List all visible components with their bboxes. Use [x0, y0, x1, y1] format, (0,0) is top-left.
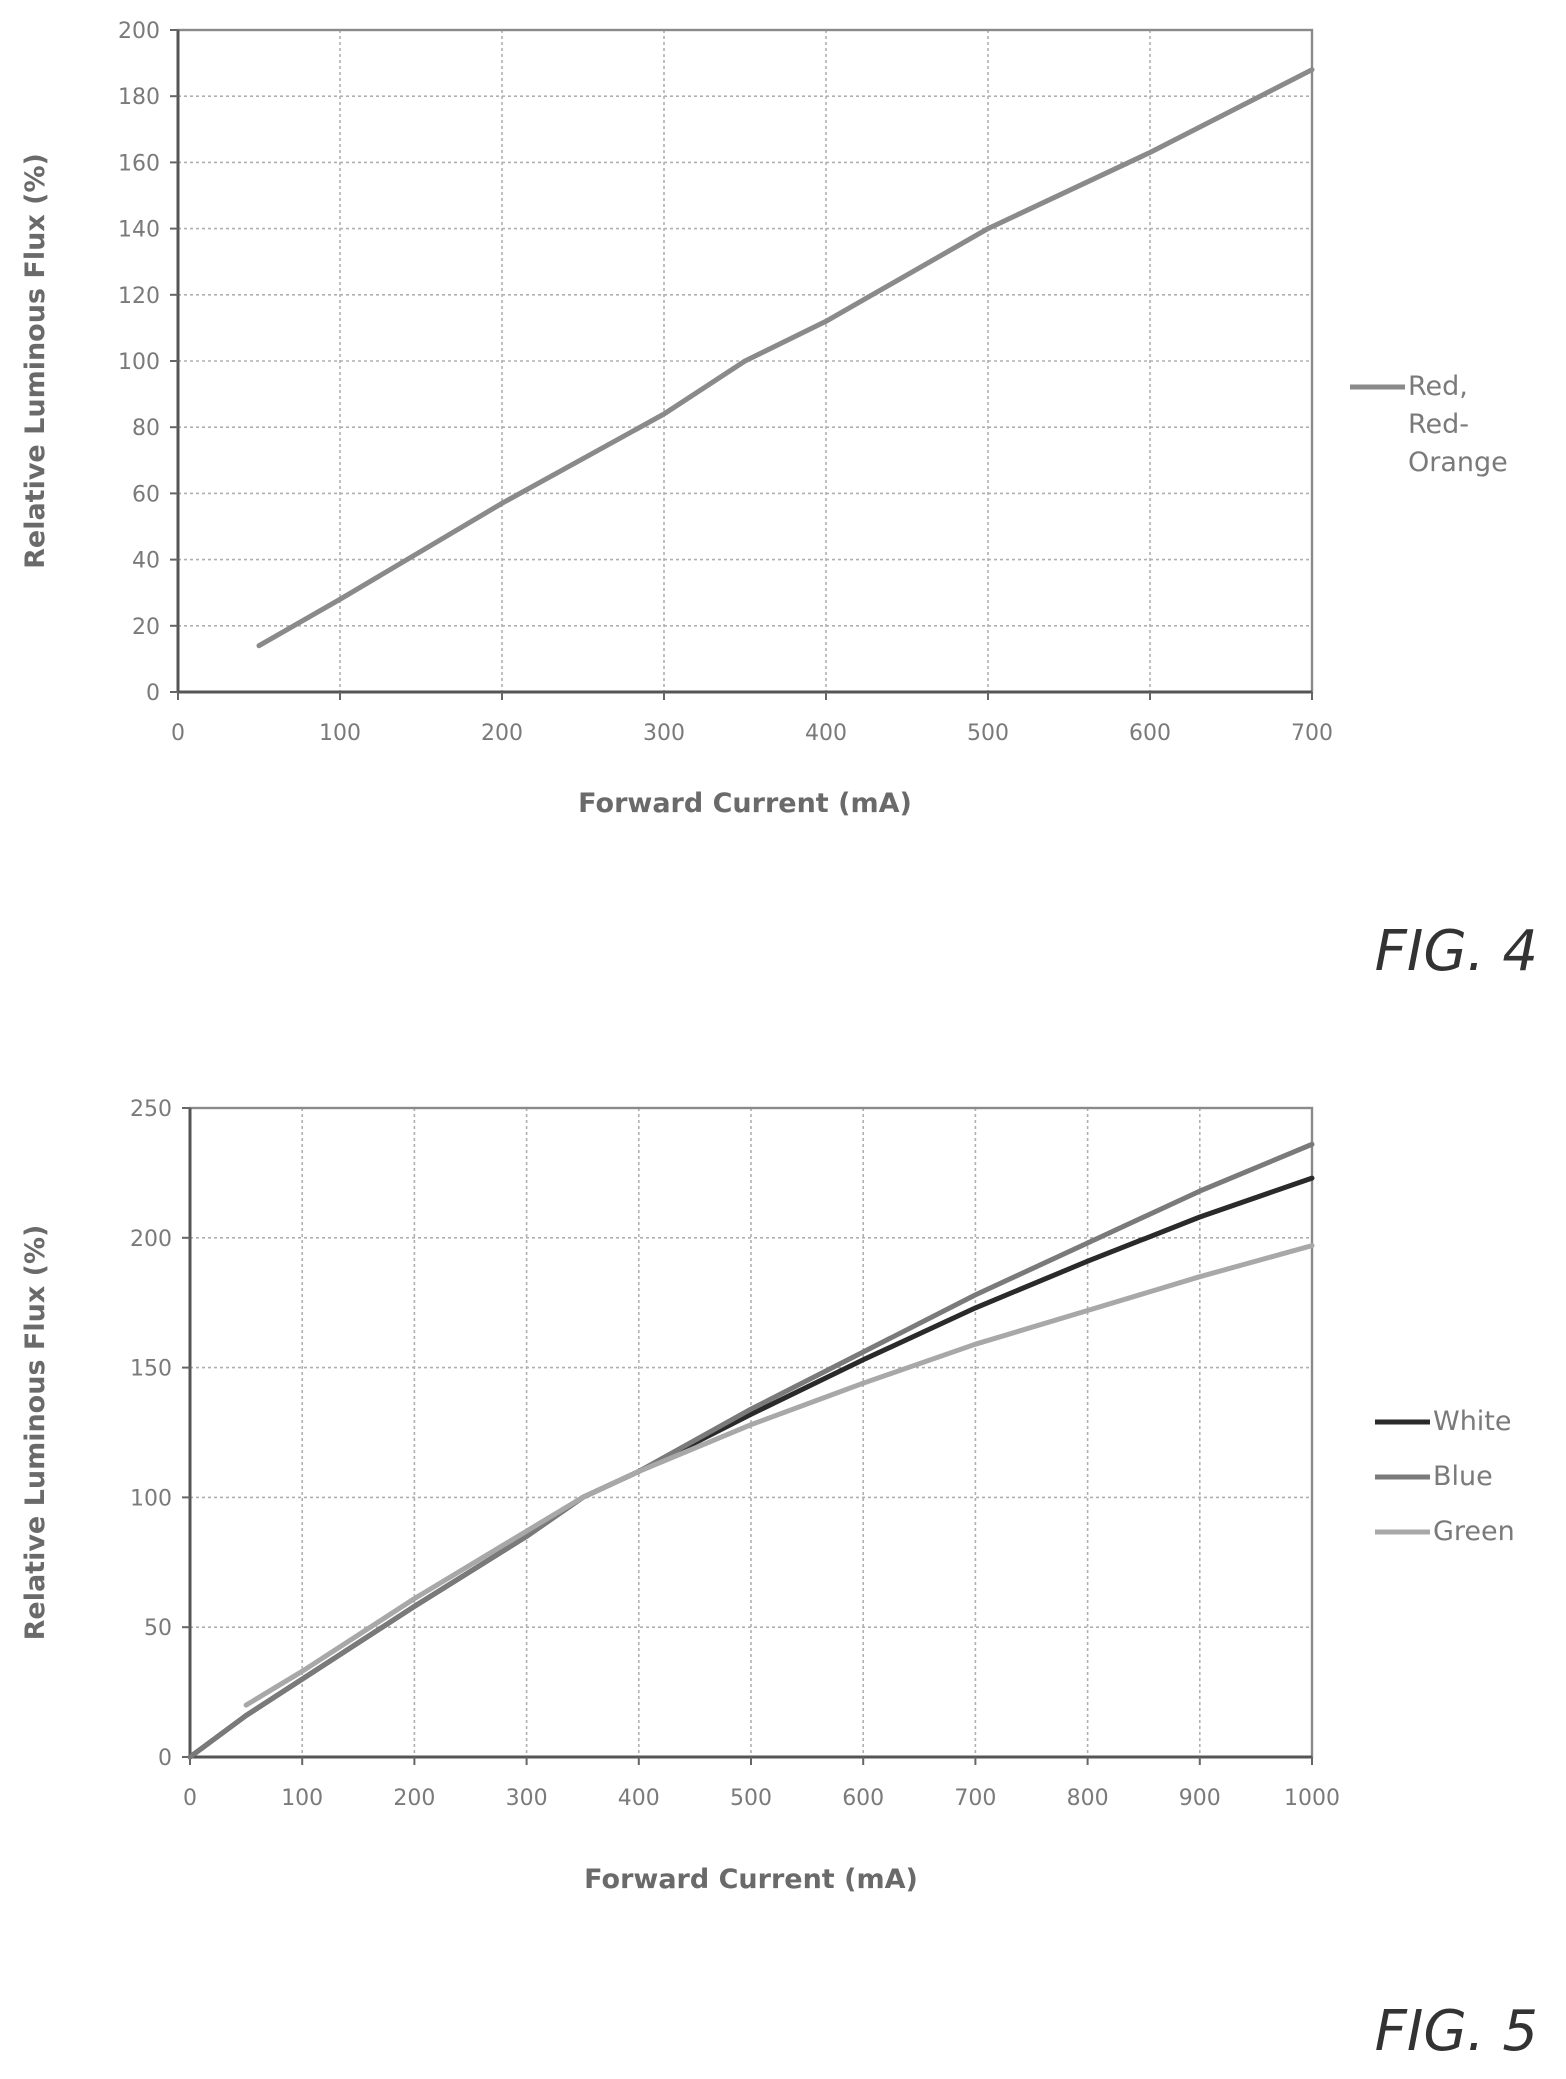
y-tick-label-4: 80 — [132, 416, 160, 441]
x-tick-label-3: 300 — [643, 721, 685, 746]
legend-label-1: White — [1433, 1406, 1512, 1437]
y-axis-title: Relative Luminous Flux (%) — [20, 153, 51, 569]
y-tick-label-8: 160 — [118, 151, 160, 176]
x-tick-label-10: 1000 — [1284, 1786, 1340, 1811]
x-tick-label-2: 200 — [481, 721, 523, 746]
chart-1: 0 100 200 300 400 500 600 700 0 20 40 60 80 100 120 140… — [20, 19, 1538, 984]
x-tick-label-5: 500 — [967, 721, 1009, 746]
y-tick-label-0: 0 — [146, 681, 160, 706]
x-tick-label-7: 700 — [1291, 721, 1333, 746]
x-tick-label-6: 600 — [842, 1786, 884, 1811]
legend-label-2: Blue — [1433, 1461, 1493, 1492]
y-tick-label-5: 100 — [118, 350, 160, 375]
x-tick-label-0: 0 — [171, 721, 185, 746]
y-tick-label-7: 140 — [118, 218, 160, 243]
x-tick-label-9: 900 — [1179, 1786, 1221, 1811]
y-tick-label-2: 40 — [132, 549, 160, 574]
y-tick-label-0: 0 — [158, 1746, 172, 1771]
y-tick-label-3: 150 — [130, 1357, 172, 1382]
x-axis-title: Forward Current (mA) — [578, 788, 912, 819]
x-tick-label-0: 0 — [183, 1786, 197, 1811]
x-axis-title: Forward Current (mA) — [584, 1864, 918, 1895]
x-tick-label-1: 100 — [281, 1786, 323, 1811]
y-tick-label-4: 200 — [130, 1227, 172, 1252]
x-tick-label-5: 500 — [730, 1786, 772, 1811]
chart-2: 0 100 200 300 400 500 600 700 800 900 1000 0 50 100 15… — [20, 1097, 1538, 2064]
figure-label: FIG. 4 — [1375, 919, 1538, 984]
x-tick-label-8: 800 — [1067, 1786, 1109, 1811]
legend-label-1: Red, Red-Orange — [1408, 371, 1508, 478]
y-tick-label-1: 50 — [144, 1616, 172, 1641]
x-tick-label-7: 700 — [954, 1786, 996, 1811]
y-tick-label-2: 100 — [130, 1486, 172, 1511]
legend: Red, Red-Orange — [1350, 371, 1508, 478]
y-tick-label-3: 60 — [132, 482, 160, 507]
legend: White Blue Green — [1375, 1406, 1515, 1547]
series-line-1 — [256, 67, 1315, 649]
y-tick-label-10: 200 — [118, 19, 160, 44]
y-tick-label-1: 20 — [132, 615, 160, 640]
y-axis-title: Relative Luminous Flux (%) — [20, 1225, 51, 1641]
x-tick-label-3: 300 — [506, 1786, 548, 1811]
x-tick-label-4: 400 — [805, 721, 847, 746]
y-tick-label-5: 250 — [130, 1097, 172, 1122]
y-tick-label-6: 120 — [118, 284, 160, 309]
y-tick-label-9: 180 — [118, 85, 160, 110]
figure-label: FIG. 5 — [1375, 1999, 1538, 2064]
legend-label-3: Green — [1433, 1516, 1515, 1547]
x-tick-label-2: 200 — [393, 1786, 435, 1811]
x-tick-label-4: 400 — [618, 1786, 660, 1811]
series-line-3 — [243, 1243, 1315, 1708]
x-tick-label-1: 100 — [319, 721, 361, 746]
x-tick-label-6: 600 — [1129, 721, 1171, 746]
